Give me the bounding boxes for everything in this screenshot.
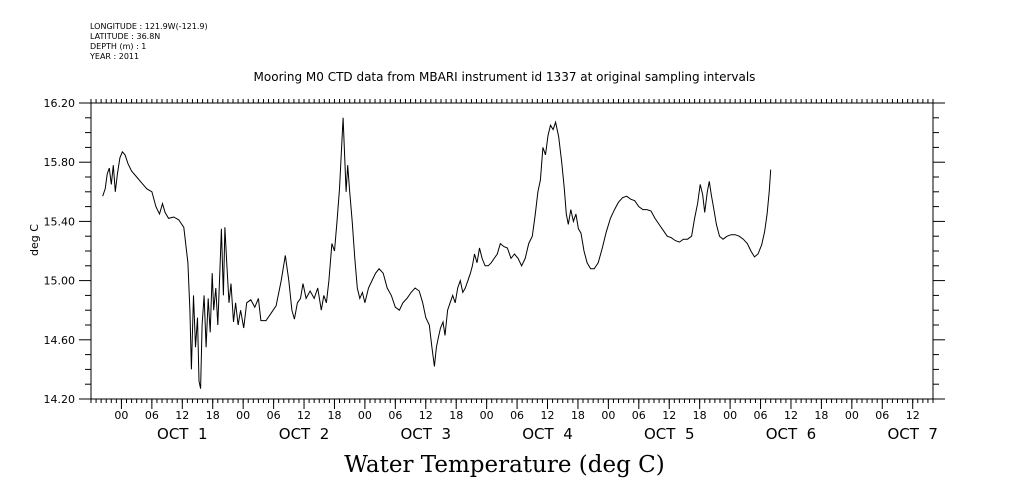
x-tick-label: 18	[206, 409, 220, 422]
x-tick-label: 18	[571, 409, 585, 422]
x-tick-label: 12	[297, 409, 311, 422]
y-tick-label: 16.20	[44, 97, 76, 110]
y-tick-label: 15.00	[44, 275, 76, 288]
y-axis-ticks: 14.20 14.60 15.00 15.40 15.80 16.20	[44, 97, 945, 406]
latitude-text: LATITUDE : 36.8N	[90, 32, 161, 41]
day-label: OCT 3	[401, 425, 452, 443]
x-tick-label: 12	[175, 409, 189, 422]
plot-frame	[90, 102, 934, 400]
x-tick-label: 18	[814, 409, 828, 422]
x-tick-label: 00	[236, 409, 250, 422]
x-tick-label: 18	[693, 409, 707, 422]
minor-ticks	[90, 99, 934, 403]
x-tick-label: 12	[541, 409, 555, 422]
x-tick-label: 00	[845, 409, 859, 422]
longitude-text: LONGITUDE : 121.9W(-121.9)	[90, 22, 208, 31]
x-tick-label: 06	[510, 409, 524, 422]
x-tick-label: 12	[906, 409, 920, 422]
day-label: OCT 4	[522, 425, 573, 443]
x-tick-label: 06	[754, 409, 768, 422]
x-axis-label: Water Temperature (deg C)	[344, 452, 665, 478]
chart-title: Mooring M0 CTD data from MBARI instrumen…	[253, 70, 756, 84]
x-tick-label: 00	[601, 409, 615, 422]
x-tick-label: 06	[267, 409, 281, 422]
y-tick-label: 15.40	[44, 215, 76, 228]
x-tick-label: 12	[662, 409, 676, 422]
metadata-block: LONGITUDE : 121.9W(-121.9) LATITUDE : 36…	[90, 22, 208, 62]
x-tick-label: 06	[632, 409, 646, 422]
day-label: OCT 2	[279, 425, 330, 443]
x-tick-label: 18	[327, 409, 341, 422]
x-tick-label: 00	[723, 409, 737, 422]
day-labels: OCT 1 OCT 2 OCT 3 OCT 4 OCT 5 OCT 6 OCT 7	[157, 425, 938, 443]
x-tick-label: 00	[114, 409, 128, 422]
x-tick-label: 00	[358, 409, 372, 422]
x-axis-ticks: 00 06 12 18 00 06 12 18 00 06 12 18 00 06 12 18 00 06 12 18…	[114, 399, 920, 422]
x-tick-label: 18	[449, 409, 463, 422]
depth-text: DEPTH (m) : 1	[90, 42, 147, 51]
x-tick-label: 00	[480, 409, 494, 422]
x-tick-label: 06	[145, 409, 159, 422]
day-label: OCT 5	[644, 425, 695, 443]
day-label: OCT 6	[766, 425, 817, 443]
y-tick-label: 14.20	[44, 393, 76, 406]
x-tick-label: 12	[784, 409, 798, 422]
x-tick-label: 12	[419, 409, 433, 422]
temperature-series-line	[102, 117, 772, 389]
x-tick-label: 06	[388, 409, 402, 422]
y-tick-label: 15.80	[44, 156, 76, 169]
day-label: OCT 1	[157, 425, 208, 443]
year-text: YEAR : 2011	[90, 52, 140, 61]
day-label: OCT 7	[887, 425, 938, 443]
y-tick-label: 14.60	[44, 334, 76, 347]
x-tick-label: 06	[875, 409, 889, 422]
